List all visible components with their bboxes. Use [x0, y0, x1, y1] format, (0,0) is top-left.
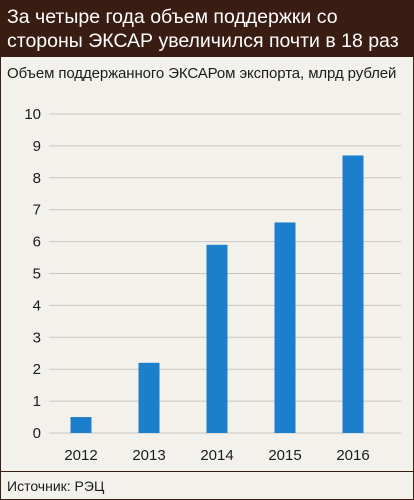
source-divider: [1, 471, 413, 472]
bar-2012: [70, 417, 92, 433]
header-title: За четыре года объем поддержки со сторон…: [7, 6, 399, 52]
bars: [70, 155, 364, 433]
x-tick-label: 2012: [64, 447, 97, 464]
header-banner: За четыре года объем поддержки со сторон…: [1, 1, 413, 57]
y-tick-label: 1: [33, 393, 41, 410]
y-tick-label: 5: [33, 266, 41, 283]
y-tick-label: 10: [24, 106, 41, 123]
x-tick-label: 2014: [200, 447, 233, 464]
x-tick-label: 2015: [268, 447, 301, 464]
y-tick-label: 9: [33, 138, 41, 155]
source-note: Источник: РЭЦ: [7, 478, 105, 494]
y-axis-ticks: 0 1 2 3 4 5 6 7 8 9 10: [24, 106, 41, 442]
x-tick-label: 2013: [132, 447, 165, 464]
y-tick-label: 3: [33, 329, 41, 346]
y-tick-label: 6: [33, 234, 41, 251]
bar-2013: [138, 362, 160, 433]
x-tick-label: 2016: [336, 447, 369, 464]
chart-title: Объем поддержанного ЭКСАРом экспорта, мл…: [7, 65, 397, 82]
x-axis-ticks: 2012 2013 2014 2015 2016: [64, 447, 369, 464]
bar-2015: [274, 222, 296, 433]
bar-chart: 0 1 2 3 4 5 6 7 8 9 10 2012 2013 2014 2015 2016: [24, 106, 401, 464]
bar-2014: [206, 244, 228, 433]
bar-2016: [342, 155, 364, 433]
y-tick-label: 2: [33, 361, 41, 378]
y-tick-label: 8: [33, 170, 41, 187]
y-tick-label: 0: [33, 425, 41, 442]
y-tick-label: 4: [33, 297, 41, 314]
y-tick-label: 7: [33, 202, 41, 219]
